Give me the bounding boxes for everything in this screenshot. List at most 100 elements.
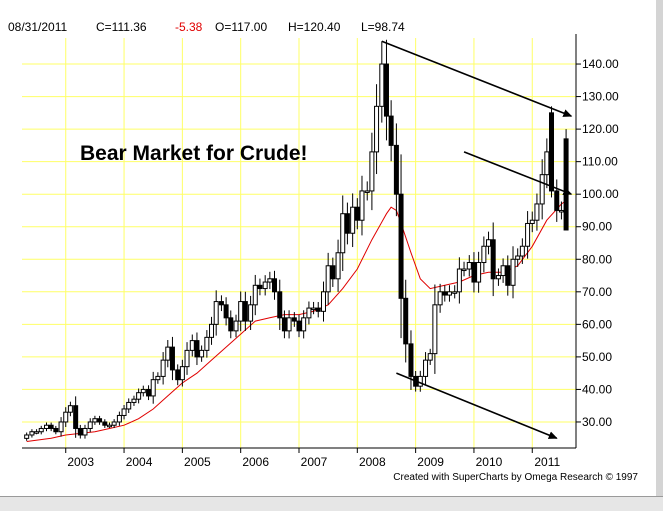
candle-body	[169, 346, 175, 371]
header-change: -5.38	[175, 20, 203, 34]
candle-body	[102, 421, 108, 426]
candle	[179, 359, 185, 387]
candle	[490, 222, 496, 297]
trend-arrow	[396, 372, 558, 439]
candle	[525, 211, 531, 259]
candle-body	[48, 424, 54, 429]
candle	[364, 181, 370, 201]
candle	[169, 336, 175, 381]
candle-body	[73, 405, 79, 429]
candle	[257, 278, 263, 296]
candle-body	[277, 291, 283, 319]
candle-body	[311, 307, 317, 311]
candle-body	[204, 336, 210, 351]
candle	[73, 396, 79, 438]
candle	[558, 201, 564, 220]
candle	[563, 129, 569, 231]
candle	[544, 138, 550, 189]
candle	[500, 258, 506, 283]
candle	[252, 274, 258, 316]
candle	[24, 432, 30, 441]
candle-body	[500, 265, 506, 277]
candle	[446, 285, 452, 302]
candle	[136, 388, 142, 404]
candle-body	[490, 239, 496, 280]
candle-body	[209, 323, 215, 338]
candle-body	[325, 265, 331, 293]
candle-body	[63, 411, 69, 423]
candle	[53, 425, 59, 435]
candle-body	[262, 281, 268, 290]
candle	[379, 41, 385, 123]
candle-body	[82, 427, 88, 436]
candle	[106, 422, 112, 428]
candle-body	[165, 346, 171, 361]
axes: 30.00 40.00 50.00 60.00 70.00 80.00 90.00 100.0…	[22, 34, 619, 469]
header-date: 08/31/2011	[8, 20, 67, 34]
candle	[471, 252, 477, 293]
candle	[248, 295, 254, 331]
candle-body	[43, 424, 49, 429]
x-tick-label: 2010	[476, 455, 503, 469]
candle	[102, 419, 108, 428]
candle-body	[272, 278, 278, 293]
candle	[175, 364, 181, 386]
candle-body	[486, 239, 492, 247]
candle-body	[92, 418, 98, 423]
candle-body	[29, 431, 35, 436]
candle-body	[515, 255, 521, 260]
candle	[43, 422, 49, 432]
candle	[140, 385, 146, 397]
candle-body	[539, 174, 545, 205]
candle-body	[67, 405, 73, 413]
candle	[126, 398, 132, 413]
candle	[238, 291, 244, 332]
candle	[369, 132, 375, 211]
candle-body	[495, 275, 501, 280]
candle-body	[194, 340, 200, 358]
candle	[427, 348, 433, 365]
candle	[315, 302, 321, 318]
candle	[155, 372, 161, 384]
candle	[82, 424, 88, 439]
candle-body	[369, 151, 375, 192]
candle	[184, 342, 190, 375]
candle-body	[160, 359, 166, 377]
candle-body	[554, 190, 560, 211]
candle-body	[257, 284, 263, 290]
candle-body	[442, 291, 448, 296]
candle-body	[252, 284, 258, 306]
candle-body	[344, 213, 350, 234]
candle	[432, 284, 438, 374]
candle-body	[529, 219, 535, 224]
candle-body	[374, 105, 380, 153]
candle-body	[228, 317, 234, 332]
candle-body	[476, 262, 482, 283]
candle	[97, 415, 103, 425]
candle	[199, 345, 205, 362]
candle-body	[126, 401, 132, 410]
candle	[131, 395, 137, 406]
candle-body	[354, 206, 360, 221]
candle-body	[437, 291, 443, 306]
candle-body	[223, 304, 229, 319]
candle	[233, 314, 239, 338]
candle-body	[291, 317, 297, 322]
candle-body	[286, 317, 292, 332]
candle-body	[213, 301, 219, 325]
candle-body	[296, 320, 302, 332]
candle-body	[452, 291, 458, 294]
candle	[403, 279, 409, 363]
x-tick-label: 2005	[184, 455, 211, 469]
candle	[515, 248, 521, 267]
candle	[111, 419, 117, 429]
candle	[398, 154, 404, 339]
candle	[408, 330, 414, 390]
candle-body	[525, 222, 531, 247]
candle	[34, 429, 40, 435]
candle-body	[106, 424, 112, 428]
candle	[481, 236, 487, 273]
candle	[277, 279, 283, 330]
candle-body	[175, 369, 181, 381]
